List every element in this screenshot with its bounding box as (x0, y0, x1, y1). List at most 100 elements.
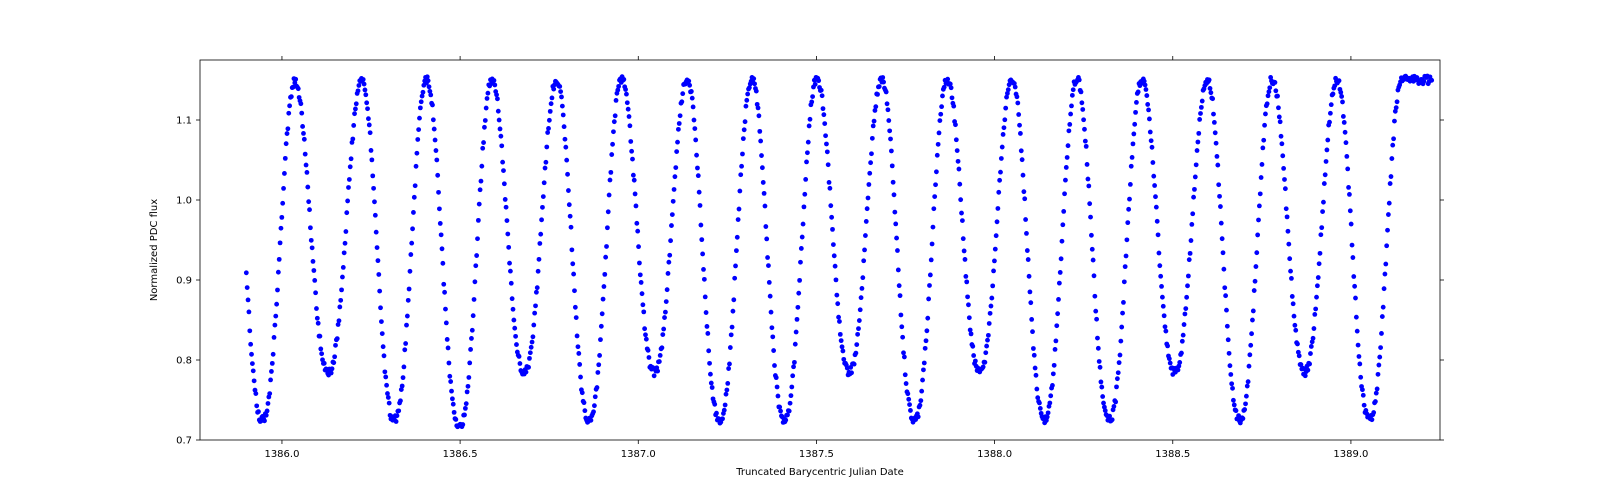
data-point (446, 346, 451, 351)
data-point (690, 96, 695, 101)
data-point (1001, 132, 1006, 137)
data-point (922, 361, 927, 366)
data-point (900, 335, 905, 340)
data-point (871, 123, 876, 128)
data-point (1286, 242, 1291, 247)
data-point (1297, 353, 1302, 358)
data-point (319, 351, 324, 356)
data-point (863, 233, 868, 238)
data-point (1283, 186, 1288, 191)
data-point (804, 160, 809, 165)
data-point (1371, 410, 1376, 415)
data-point (679, 99, 684, 104)
data-point (348, 164, 353, 169)
data-point (1278, 119, 1283, 124)
data-point (595, 370, 600, 375)
data-point (287, 103, 292, 108)
data-point (1253, 279, 1258, 284)
data-point (926, 297, 931, 302)
data-point (1282, 177, 1287, 182)
data-point (899, 324, 904, 329)
data-point (1020, 157, 1025, 162)
data-point (762, 191, 767, 196)
data-point (643, 332, 648, 337)
data-point (1186, 274, 1191, 279)
data-point (965, 294, 970, 299)
data-point (1262, 123, 1267, 128)
data-point (705, 331, 710, 336)
data-point (1070, 93, 1075, 98)
data-point (1318, 251, 1323, 256)
data-point (1395, 99, 1400, 104)
data-point (1054, 323, 1059, 328)
data-point (367, 123, 372, 128)
data-point (419, 99, 424, 104)
data-point (729, 332, 734, 337)
data-point (1048, 393, 1053, 398)
data-point (610, 142, 615, 147)
data-point (1013, 85, 1018, 90)
data-point (570, 261, 575, 266)
data-point (637, 261, 642, 266)
data-point (958, 197, 963, 202)
data-point (699, 223, 704, 228)
data-point (1126, 207, 1131, 212)
data-point (1394, 105, 1399, 110)
data-point (466, 384, 471, 389)
data-point (870, 136, 875, 141)
data-point (450, 396, 455, 401)
data-point (1157, 263, 1162, 268)
data-point (350, 137, 355, 142)
data-point (627, 114, 632, 119)
data-point (1128, 182, 1133, 187)
data-point (507, 261, 512, 266)
data-point (1028, 300, 1033, 305)
data-point (1161, 304, 1166, 309)
data-point (382, 353, 387, 358)
data-point (892, 192, 897, 197)
data-point (1303, 373, 1308, 378)
data-point (777, 405, 782, 410)
data-point (1030, 329, 1035, 334)
data-point (313, 290, 318, 295)
data-point (1144, 93, 1149, 98)
data-point (480, 146, 485, 151)
data-point (1211, 112, 1216, 117)
data-point (793, 342, 798, 347)
data-point (891, 180, 896, 185)
data-point (1307, 362, 1312, 367)
data-point (707, 361, 712, 366)
data-point (1196, 131, 1201, 136)
data-point (1184, 295, 1189, 300)
data-point (511, 307, 516, 312)
data-point (960, 218, 965, 223)
data-point (1068, 112, 1073, 117)
data-point (1112, 404, 1117, 409)
data-point (886, 107, 891, 112)
data-point (1245, 384, 1250, 389)
data-point (1154, 205, 1159, 210)
data-point (1193, 175, 1198, 180)
data-point (752, 81, 757, 86)
data-point (346, 185, 351, 190)
data-point (1309, 344, 1314, 349)
data-point (1347, 192, 1352, 197)
data-point (725, 381, 730, 386)
data-point (788, 401, 793, 406)
data-point (1325, 138, 1330, 143)
data-point (692, 126, 697, 131)
data-point (660, 332, 665, 337)
data-point (1373, 399, 1378, 404)
data-point (791, 364, 796, 369)
data-point (1103, 408, 1108, 413)
data-point (823, 133, 828, 138)
data-point (1267, 85, 1272, 90)
data-point (1191, 195, 1196, 200)
data-point (1387, 201, 1392, 206)
data-point (868, 160, 873, 165)
data-point (852, 362, 857, 367)
data-point (736, 217, 741, 222)
data-point (282, 171, 287, 176)
data-point (569, 247, 574, 252)
data-point (544, 145, 549, 150)
